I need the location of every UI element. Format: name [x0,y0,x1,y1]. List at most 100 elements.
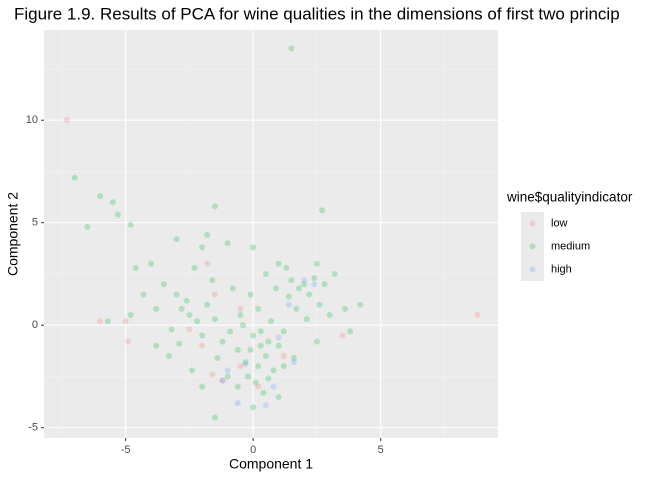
point [273,285,280,292]
point [275,393,282,400]
point [191,264,198,271]
point [219,377,226,384]
point [331,270,338,277]
point [275,334,282,341]
x-axis-title: Component 1 [229,456,313,472]
point [165,352,172,359]
point [186,311,193,318]
point [63,117,70,124]
point [262,352,269,359]
point [229,285,236,292]
chart-title: Figure 1.9. Results of PCA for wine qual… [14,4,620,23]
point [301,277,308,284]
y-tick-label: 5 [32,217,38,229]
legend-key [521,258,544,281]
point [311,281,318,288]
point [209,277,216,284]
point [127,221,134,228]
point [270,383,277,390]
legend-swatch [529,220,536,227]
point [280,328,287,335]
point [250,404,257,411]
point [97,193,104,200]
y-tick-label: 0 [32,319,38,331]
point [262,270,269,277]
point [199,342,206,349]
point [257,328,264,335]
point [153,305,160,312]
y-axis-title: Component 2 [5,192,21,276]
point [313,338,320,345]
point [321,281,328,288]
legend-swatch [529,243,536,250]
point [288,45,295,52]
point [234,383,241,390]
legend-title: wine$qualityindicator [506,190,633,205]
x-tick-label: 0 [250,444,256,456]
point [301,281,308,288]
legend-swatch [529,266,536,273]
point [250,332,257,339]
point [265,338,272,345]
y-tick-label: 10 [26,114,38,126]
point [339,332,346,339]
point [127,311,134,318]
point [252,379,259,386]
point [474,311,481,318]
point [268,318,274,325]
point [270,367,277,374]
point [211,316,218,323]
point [234,346,241,353]
point [214,355,221,362]
point [290,355,297,362]
point [224,373,231,380]
point [199,383,206,390]
point [176,340,183,347]
point [326,311,333,318]
point [199,244,206,251]
point [168,326,175,333]
point [311,275,318,282]
point [347,328,354,335]
x-tick-label: -5 [121,444,131,456]
point [211,291,218,298]
point [160,281,167,288]
legend-key [521,235,544,258]
point [132,264,139,271]
legend-key [521,212,544,235]
point [242,361,249,368]
point [341,305,348,312]
point [285,301,292,308]
point [262,402,269,409]
point [306,291,313,298]
point [122,318,129,325]
point [283,264,290,271]
y-tick-label: -5 [28,422,38,434]
point [186,326,193,333]
point [224,367,231,374]
point [242,359,249,366]
point [71,174,78,181]
point [224,240,231,247]
point [296,285,303,292]
point [125,338,132,345]
point [183,297,190,304]
point [247,291,254,298]
point [250,244,257,251]
point [234,400,241,407]
point [114,211,121,218]
point [178,305,185,312]
point [357,301,364,308]
point [237,311,244,318]
point [260,389,267,396]
point [245,373,252,380]
point [255,383,262,390]
point [285,293,292,300]
point [173,236,180,243]
point [173,291,180,298]
point [97,318,104,325]
point [211,414,218,421]
point [211,203,218,210]
legend-label: medium [551,240,590,252]
point [313,260,320,267]
